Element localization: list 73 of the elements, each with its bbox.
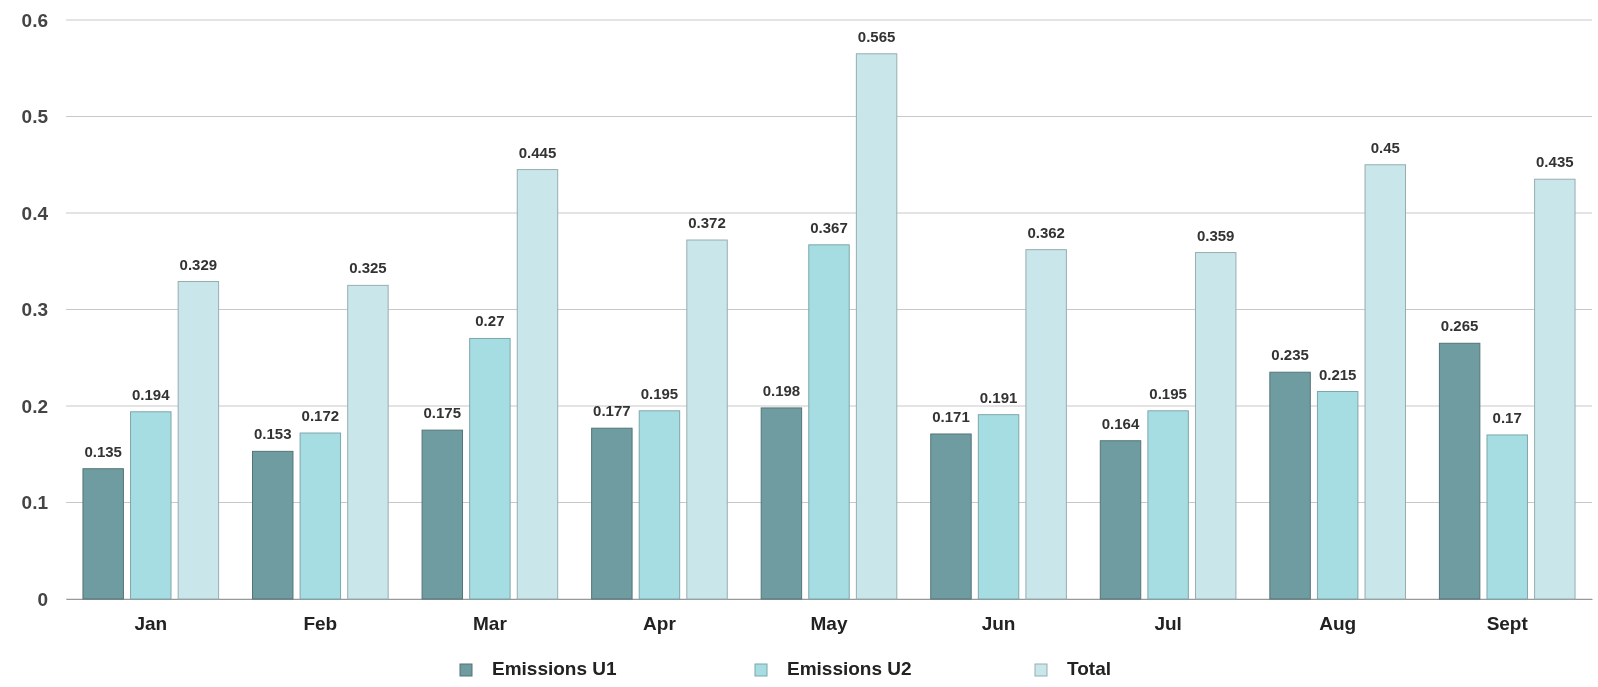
data-label: 0.235 xyxy=(1271,346,1309,364)
bar xyxy=(1486,434,1528,600)
legend-label: Total xyxy=(1067,658,1111,679)
legend-label: Emissions U2 xyxy=(787,658,912,679)
data-label: 0.565 xyxy=(857,27,896,45)
y-tick-label: 0.1 xyxy=(21,492,49,514)
bar xyxy=(808,244,850,600)
data-label: 0.362 xyxy=(1027,223,1065,241)
data-label: 0.171 xyxy=(932,407,970,425)
bar xyxy=(82,468,124,600)
bar xyxy=(855,53,898,600)
data-label: 0.195 xyxy=(640,384,679,402)
bar xyxy=(930,433,972,600)
data-label: 0.265 xyxy=(1440,317,1479,335)
data-label: 0.367 xyxy=(810,218,848,236)
y-tick-label: 0.6 xyxy=(21,9,48,31)
bar xyxy=(1099,440,1142,600)
data-label: 0.153 xyxy=(253,425,292,443)
bar xyxy=(1269,371,1311,600)
data-label: 0.135 xyxy=(84,442,122,460)
data-label: 0.195 xyxy=(1149,384,1187,402)
bar xyxy=(1534,178,1576,600)
data-label: 0.325 xyxy=(349,259,387,277)
bar xyxy=(130,411,172,600)
bar xyxy=(1316,391,1359,600)
data-label: 0.17 xyxy=(1492,408,1522,426)
bar xyxy=(177,281,220,600)
data-label: 0.177 xyxy=(593,402,631,420)
bar xyxy=(252,450,294,600)
bar xyxy=(1194,252,1237,600)
bar xyxy=(421,429,464,600)
bar xyxy=(638,410,681,600)
data-label: 0.172 xyxy=(301,407,340,425)
x-tick-label: May xyxy=(810,613,848,635)
data-label: 0.435 xyxy=(1536,153,1574,171)
x-tick-label: Aug xyxy=(1319,613,1357,635)
data-label: 0.45 xyxy=(1370,138,1400,156)
x-tick-label: Mar xyxy=(472,613,508,635)
x-tick-label: Jun xyxy=(981,613,1016,635)
data-label: 0.194 xyxy=(132,385,171,403)
bar xyxy=(1364,164,1406,600)
bar xyxy=(1025,249,1067,600)
data-label: 0.445 xyxy=(518,143,557,161)
y-tick-label: 0.5 xyxy=(21,106,49,128)
x-tick-label: Sept xyxy=(1486,613,1529,635)
data-label: 0.198 xyxy=(762,381,801,399)
bar xyxy=(347,284,389,600)
bar xyxy=(686,239,728,600)
x-tick-label: Feb xyxy=(303,613,338,635)
bar xyxy=(469,337,511,600)
data-label: 0.191 xyxy=(979,388,1018,406)
x-tick-label: Jul xyxy=(1154,613,1182,635)
bar xyxy=(1147,410,1189,600)
data-label: 0.359 xyxy=(1196,226,1235,244)
y-tick-label: 0.2 xyxy=(21,395,48,417)
data-label: 0.27 xyxy=(475,312,505,330)
y-tick-label: 0.4 xyxy=(21,202,49,224)
y-tick-label: 0 xyxy=(37,588,48,610)
legend-label: Emissions U1 xyxy=(492,658,618,679)
bar xyxy=(977,414,1020,600)
data-label: 0.329 xyxy=(179,255,218,273)
data-label: 0.215 xyxy=(1318,365,1357,383)
bar xyxy=(299,432,342,600)
bar xyxy=(1438,342,1481,600)
bar xyxy=(516,169,559,600)
data-label: 0.164 xyxy=(1101,414,1140,432)
bar xyxy=(760,407,803,600)
bar xyxy=(591,427,633,600)
data-label: 0.175 xyxy=(423,404,462,422)
x-tick-label: Apr xyxy=(643,613,677,635)
x-tick-label: Jan xyxy=(134,613,168,635)
data-label: 0.372 xyxy=(688,214,726,232)
y-tick-label: 0.3 xyxy=(21,299,48,321)
